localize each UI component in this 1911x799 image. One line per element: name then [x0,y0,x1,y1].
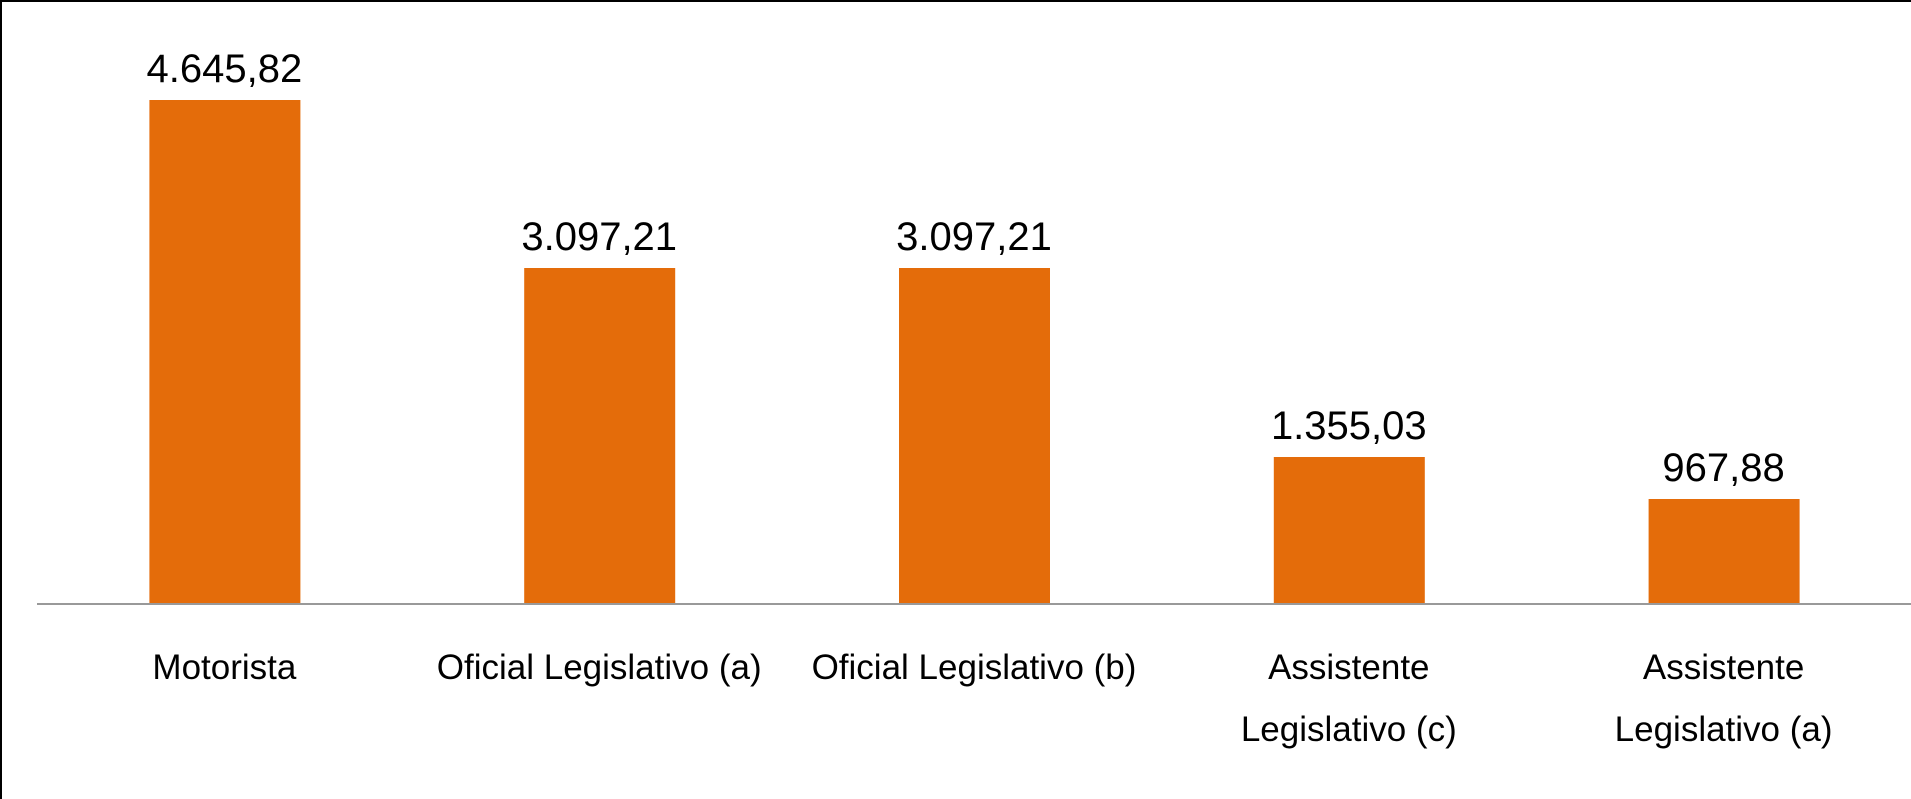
bar [899,268,1050,604]
x-tick-label: Oficial Legislativo (b) [811,648,1137,687]
bar [524,268,676,604]
data-label: 3.097,21 [521,215,677,259]
bar [1648,498,1800,604]
bar [149,100,301,604]
x-tick-label: Assistente Legislativo (c) [1240,648,1457,749]
bar [1273,457,1425,604]
data-label: 4.645,82 [147,47,303,91]
x-tick-label: Assistente Legislativo (a) [1614,648,1833,749]
x-tick-label: Oficial Legislativo (a) [436,648,762,687]
data-label: 3.097,21 [896,215,1052,259]
data-label: 967,88 [1662,446,1784,490]
x-tick-label: Motorista [152,648,297,687]
data-label: 1.355,03 [1271,404,1427,448]
